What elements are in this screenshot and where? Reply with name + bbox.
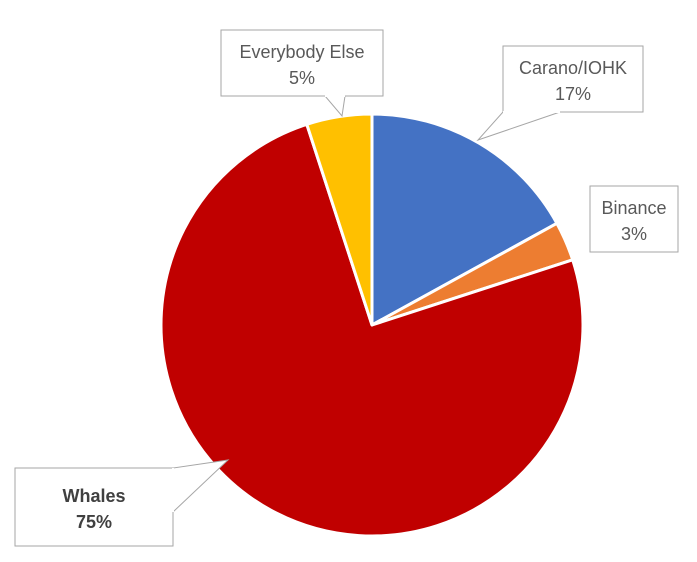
data-label-category: Carano/IOHK [519,58,627,78]
data-label-carano-iohk: Carano/IOHK 17% [476,45,644,142]
data-label-everybody-else: Everybody Else 5% [220,29,384,118]
data-label-box [220,29,384,97]
data-label-value: 17% [555,84,591,104]
pie-slice-everybody-else [305,112,374,327]
data-label-box [502,45,644,113]
data-label-category: Everybody Else [239,42,364,62]
pie-slice-whales [159,122,585,538]
data-label-whales: Whales 75% [14,459,230,547]
data-label-binance: Binance 3% [589,185,679,253]
data-label-value: 3% [621,224,647,244]
data-label-box [14,467,174,547]
data-label-value: 75% [76,512,112,532]
data-label-value: 5% [289,68,315,88]
data-label-category: Whales [62,486,125,506]
data-labels: Carano/IOHK 17% Binance 3% Whales 75% Everybod… [14,29,679,547]
callout-pointer [476,111,561,142]
data-label-category: Binance [601,198,666,218]
pie-slice-carano-iohk [370,112,559,327]
callout-pointer [323,95,346,118]
callout-pointer [172,459,230,514]
pie-slices [159,112,585,538]
data-label-box [589,185,679,253]
